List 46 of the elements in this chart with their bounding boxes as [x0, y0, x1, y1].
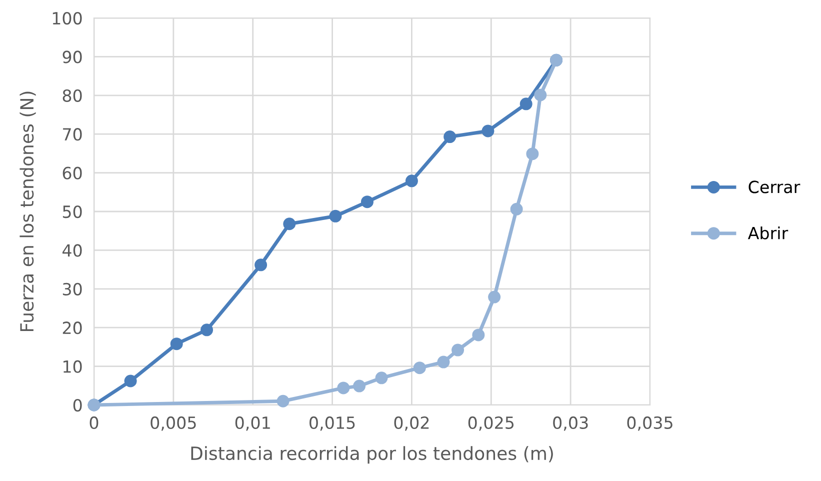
- y-tick-label: 80: [62, 89, 82, 102]
- x-tick-label: 0,02: [394, 416, 429, 431]
- point: [437, 356, 450, 368]
- y-tick-label: 30: [62, 282, 82, 296]
- point: [375, 372, 388, 384]
- point: [510, 202, 523, 216]
- point: [200, 324, 214, 336]
- point: [482, 124, 494, 138]
- point: [124, 374, 137, 388]
- point: [534, 88, 547, 102]
- point: [472, 328, 485, 342]
- x-tick-label: 0,015: [310, 416, 355, 431]
- point: [254, 258, 268, 272]
- x-tick-label: 0,01: [235, 416, 270, 431]
- x-axis-title: Distancia recorrida por los tendones (m): [191, 446, 553, 464]
- y-tick-label: 40: [62, 244, 82, 257]
- point: [405, 174, 418, 188]
- x-tick-label: 0,005: [150, 416, 196, 431]
- y-tick-label: 70: [63, 128, 82, 141]
- point: [488, 290, 501, 304]
- point: [520, 98, 532, 110]
- point: [526, 148, 539, 160]
- y-tick-label: 100: [52, 12, 82, 25]
- point: [276, 394, 290, 408]
- x-tick-label: 0: [90, 416, 98, 430]
- y-tick-label: 50: [62, 205, 82, 218]
- point: [452, 344, 464, 356]
- x-tick-label: 0,03: [553, 416, 588, 431]
- y-tick-label: 20: [62, 322, 82, 334]
- y-tick-label: 90: [62, 50, 82, 64]
- point: [329, 210, 342, 222]
- point: [413, 362, 426, 374]
- x-tick-label: 0,035: [627, 416, 672, 431]
- y-tick-label: 60: [62, 166, 82, 180]
- y-axis-title: Fuerza en los tendones (N): [20, 92, 36, 332]
- point: [353, 380, 366, 392]
- legend-label: Cerrar: [748, 180, 800, 194]
- y-tick-label: 10: [64, 360, 82, 373]
- point: [444, 130, 456, 144]
- point: [170, 338, 183, 350]
- y-tick-label: 0: [73, 398, 82, 412]
- x-tick-label: 0,025: [468, 416, 514, 431]
- point: [337, 382, 350, 394]
- point: [283, 218, 296, 230]
- point: [360, 196, 374, 208]
- legend-label: Abrir: [748, 226, 788, 240]
